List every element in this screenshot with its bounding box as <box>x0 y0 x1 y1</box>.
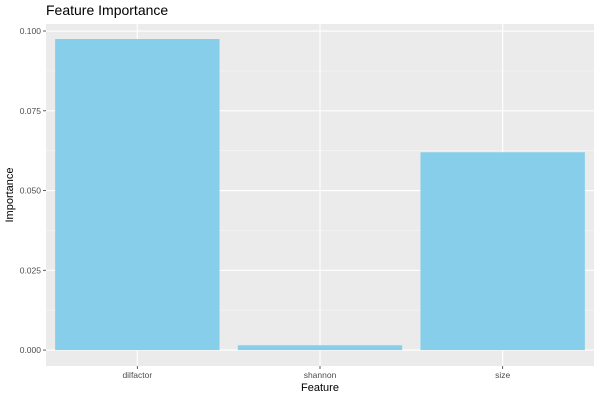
x-axis-title: Feature <box>301 382 339 394</box>
bar-shannon <box>237 345 403 351</box>
bars <box>55 38 585 351</box>
y-tick-label: 0.075 <box>20 106 42 116</box>
y-tick-label: 0.025 <box>20 265 42 275</box>
x-tick-label: shannon <box>304 370 337 380</box>
y-axis: 0.000 0.025 0.050 0.075 0.100 <box>20 26 46 355</box>
bar-dilfactor <box>55 38 220 351</box>
chart-title: Feature Importance <box>46 2 168 18</box>
x-axis: dilfactor shannon size <box>122 366 510 380</box>
bar-size <box>420 152 585 351</box>
x-tick-label: dilfactor <box>122 370 152 380</box>
x-tick-label: size <box>495 370 510 380</box>
y-tick-label: 0.050 <box>20 186 42 196</box>
y-tick-label: 0.000 <box>20 345 42 355</box>
y-axis-title: Importance <box>4 167 16 222</box>
y-tick-label: 0.100 <box>20 26 42 36</box>
